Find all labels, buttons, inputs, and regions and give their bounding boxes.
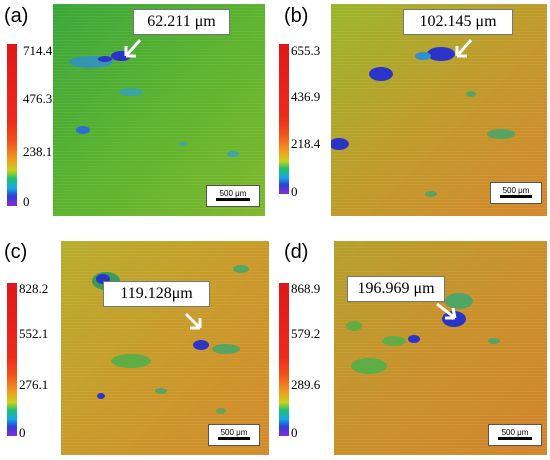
panel-label: (d) — [284, 241, 309, 263]
micrograph — [61, 241, 269, 455]
colorbar-tick: 552.1 — [19, 326, 49, 341]
measurement-callout: 119.128μm — [103, 281, 210, 307]
colorbar-tick: 655.3 — [291, 43, 321, 58]
scale-bar-label: 500 μm — [502, 186, 530, 195]
measurement-callout: 196.969 μm — [347, 276, 445, 302]
scale-bar: 500 μm — [206, 185, 260, 207]
colorbar-tick: 868.9 — [291, 281, 321, 296]
arrow-icon — [436, 302, 457, 320]
colorbar-tick: 0 — [291, 425, 298, 440]
colorbar-tick: 0 — [19, 425, 26, 440]
measurement-callout: 102.145 μm — [403, 9, 513, 35]
panel-label: (c) — [4, 241, 28, 263]
colorbar — [7, 44, 17, 206]
scale-bar-label: 500 μm — [220, 428, 248, 437]
colorbar — [7, 283, 17, 436]
colorbar — [279, 44, 289, 194]
colorbar-tick: 218.4 — [291, 136, 321, 151]
arrow-icon — [124, 39, 142, 58]
scale-bar-label: 500 μm — [219, 189, 247, 198]
micrograph — [334, 241, 547, 455]
colorbar-tick: 476.3 — [23, 91, 53, 106]
micrograph — [53, 4, 265, 216]
panel-label: (b) — [284, 5, 309, 27]
micrograph — [331, 4, 547, 216]
panel-label: (a) — [4, 5, 29, 27]
colorbar-tick: 289.6 — [291, 377, 321, 392]
measurement-callout: 62.211 μm — [133, 9, 230, 35]
arrow-icon — [455, 39, 473, 58]
scale-bar: 500 μm — [208, 424, 260, 446]
arrow-icon — [184, 312, 202, 330]
colorbar-tick: 579.2 — [291, 326, 321, 341]
colorbar — [279, 283, 289, 436]
scale-bar: 500 μm — [488, 424, 542, 446]
scale-bar: 500 μm — [490, 182, 542, 204]
colorbar-tick: 238.1 — [23, 144, 53, 159]
colorbar-tick: 0 — [23, 194, 30, 209]
scale-bar-label: 500 μm — [501, 428, 529, 437]
colorbar-tick: 436.9 — [291, 89, 321, 104]
colorbar-tick: 714.4 — [23, 43, 53, 58]
colorbar-tick: 828.2 — [19, 281, 49, 296]
colorbar-tick: 276.1 — [19, 377, 49, 392]
colorbar-tick: 0 — [291, 184, 298, 199]
